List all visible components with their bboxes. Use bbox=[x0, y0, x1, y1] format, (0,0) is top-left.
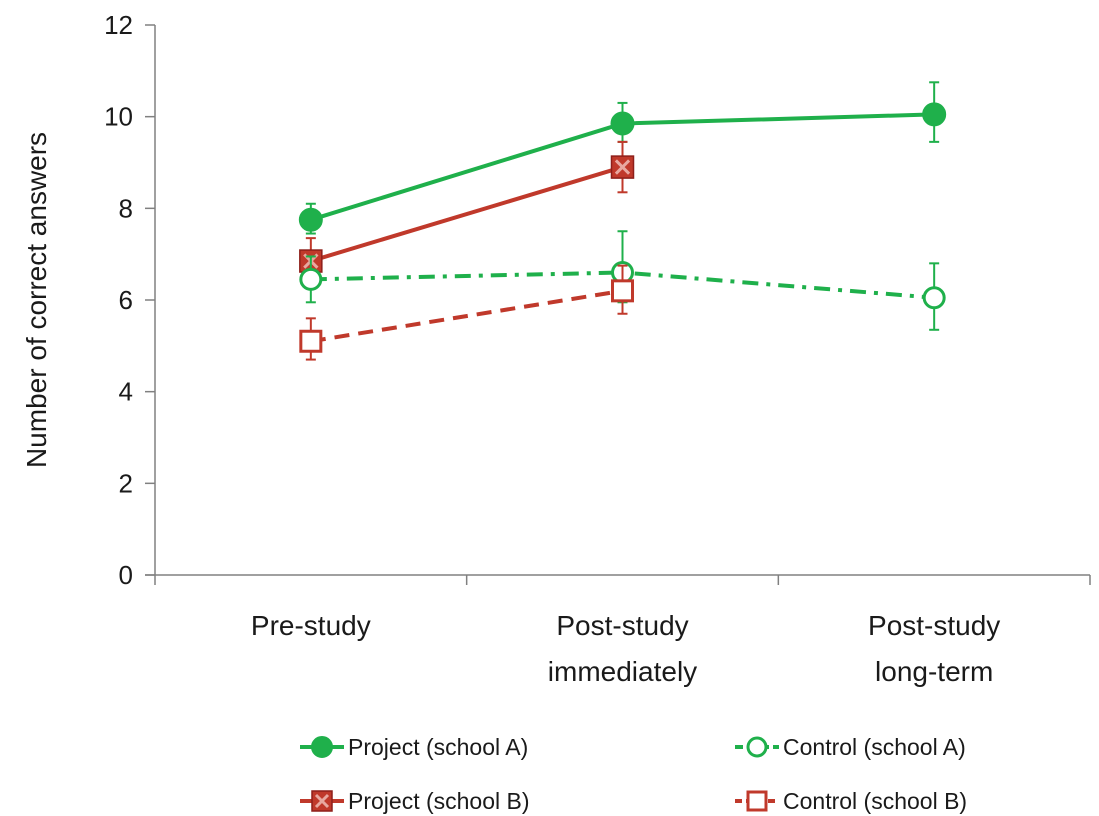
series-project-school-b bbox=[299, 140, 635, 281]
y-tick-label: 4 bbox=[119, 377, 133, 407]
x-category-label: Post-study bbox=[868, 610, 1000, 641]
legend-marker bbox=[746, 790, 768, 812]
legend-label: Project (school A) bbox=[348, 734, 528, 760]
data-point bbox=[299, 267, 323, 291]
data-point bbox=[298, 207, 323, 232]
data-point bbox=[610, 111, 635, 136]
x-category-label: Post-study bbox=[556, 610, 688, 641]
legend-label: Control (school B) bbox=[783, 788, 967, 814]
y-tick-labels: 0 2 4 6 8 10 12 bbox=[104, 10, 133, 590]
legend-marker bbox=[746, 736, 768, 758]
y-tick-label: 6 bbox=[119, 285, 133, 315]
series-layer bbox=[298, 81, 947, 361]
y-tick-label: 8 bbox=[119, 193, 133, 223]
legend: Project (school A) Control (school A) Proj… bbox=[300, 734, 967, 814]
data-point bbox=[611, 279, 634, 303]
legend-marker bbox=[311, 736, 333, 758]
x-category-label: Pre-study bbox=[251, 610, 371, 641]
axes bbox=[145, 24, 1091, 585]
legend-item: Control (school B) bbox=[735, 788, 967, 814]
series-line bbox=[310, 165, 624, 263]
legend-label: Control (school A) bbox=[783, 734, 966, 760]
y-tick-label: 0 bbox=[119, 560, 133, 590]
series-control-school-b bbox=[299, 264, 634, 361]
x-category-labels: Pre-study Post-study immediately Post-study… bbox=[251, 610, 1000, 687]
legend-marker bbox=[311, 790, 333, 812]
y-tick-label: 12 bbox=[104, 10, 133, 40]
y-tick-label: 2 bbox=[119, 468, 133, 498]
legend-item: Control (school A) bbox=[735, 734, 966, 760]
x-category-label: long-term bbox=[875, 656, 993, 687]
data-point bbox=[610, 155, 635, 179]
legend-item: Project (school B) bbox=[300, 788, 530, 814]
data-point bbox=[922, 102, 947, 127]
series-line bbox=[310, 288, 623, 344]
series-project-school-a bbox=[298, 81, 947, 235]
data-point bbox=[922, 286, 946, 310]
y-axis-title: Number of correct answers bbox=[21, 132, 52, 468]
legend-item: Project (school A) bbox=[300, 734, 528, 760]
legend-label: Project (school B) bbox=[348, 788, 530, 814]
data-point bbox=[299, 329, 323, 353]
y-tick-label: 10 bbox=[104, 102, 133, 132]
x-category-label: immediately bbox=[548, 656, 697, 687]
